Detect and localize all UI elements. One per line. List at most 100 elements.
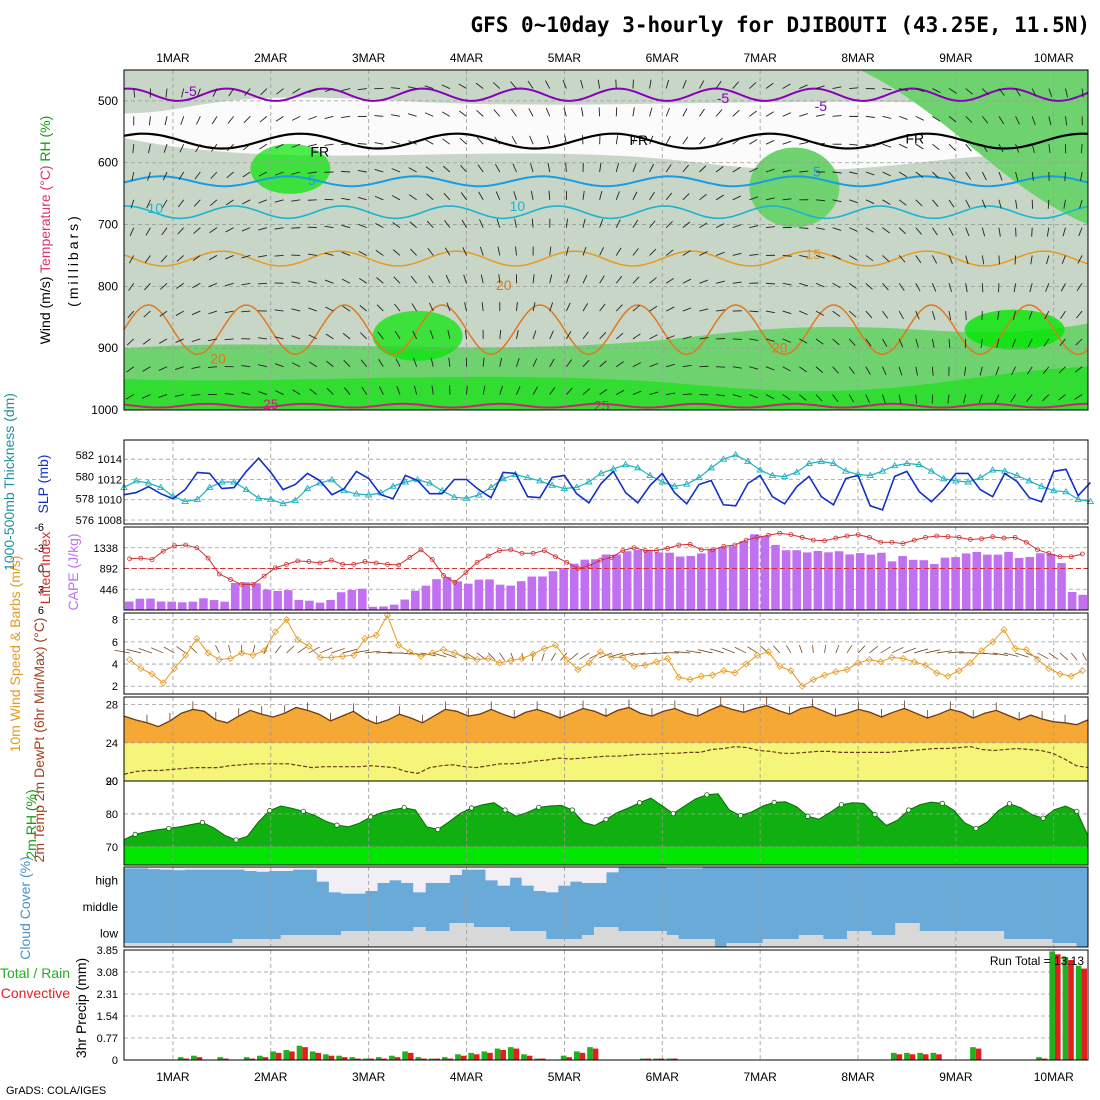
wind-barb-10m bbox=[176, 646, 186, 654]
rh-marker bbox=[132, 831, 138, 837]
wind-barb bbox=[324, 225, 334, 229]
wind-barb bbox=[898, 338, 904, 348]
wind-barb bbox=[308, 115, 317, 120]
lifted-index-marker bbox=[609, 555, 615, 560]
wind-barb bbox=[782, 83, 791, 89]
rh-cell bbox=[250, 143, 331, 194]
wind-barb bbox=[562, 80, 567, 89]
thickness-marker bbox=[242, 485, 251, 493]
wind-barb bbox=[931, 283, 937, 292]
rh-marker bbox=[468, 805, 475, 811]
wind-speed-marker bbox=[787, 667, 795, 675]
wind-barb bbox=[159, 338, 168, 344]
wind-barb bbox=[241, 227, 251, 232]
wind-barb bbox=[516, 302, 518, 312]
cloud-tick-label: low bbox=[100, 927, 118, 941]
wind-speed-marker bbox=[832, 668, 840, 676]
date-label-top: 8MAR bbox=[841, 51, 875, 65]
lifted-index-marker bbox=[541, 548, 547, 553]
wind-barb bbox=[445, 274, 451, 284]
wind-barb bbox=[164, 116, 168, 126]
wind-barb bbox=[682, 393, 692, 395]
lifted-index-marker bbox=[788, 532, 794, 538]
wind-barb bbox=[378, 358, 384, 367]
wind-barb bbox=[390, 87, 401, 89]
precip-convective-bar bbox=[672, 1058, 678, 1060]
wind-barb-10m bbox=[320, 647, 333, 654]
wind-barb bbox=[228, 88, 234, 97]
thickness-marker bbox=[903, 459, 911, 466]
lifted-index-marker bbox=[878, 539, 884, 545]
wind-barb-10m bbox=[846, 645, 853, 654]
wind-barb bbox=[799, 282, 809, 287]
wind-barb bbox=[948, 116, 957, 123]
wind-barb bbox=[782, 112, 792, 117]
wind-barb bbox=[341, 115, 351, 119]
precip-total-bar bbox=[362, 1058, 369, 1060]
wind-barb bbox=[964, 366, 967, 376]
precip-convective-bar bbox=[355, 1058, 361, 1060]
lifted-index-marker bbox=[810, 537, 816, 543]
cape-bar bbox=[855, 553, 865, 610]
thickness-marker bbox=[768, 471, 777, 478]
wind-barb bbox=[996, 338, 1000, 348]
wind-barb bbox=[192, 282, 201, 289]
wind-barb bbox=[649, 107, 653, 117]
lifted-index-marker bbox=[418, 547, 424, 553]
wind-barb bbox=[549, 274, 553, 284]
wind-barb bbox=[148, 144, 151, 154]
wind-barb bbox=[360, 332, 368, 340]
pressure-tick-label: 900 bbox=[98, 341, 118, 355]
wind-barb bbox=[898, 227, 906, 235]
cloud-low-block bbox=[557, 939, 571, 947]
thickness-marker bbox=[181, 497, 189, 504]
cape-bar bbox=[665, 552, 674, 610]
cape-bar bbox=[1057, 563, 1066, 610]
wind-barb bbox=[224, 282, 234, 287]
wind-barb-10m bbox=[569, 652, 579, 661]
wind-barb bbox=[291, 281, 301, 284]
contour-freezing bbox=[123, 132, 1089, 150]
cloud-high-block bbox=[533, 867, 547, 891]
wind-speed-marker bbox=[877, 658, 885, 666]
wind-barb bbox=[815, 114, 825, 117]
wind-barb bbox=[291, 308, 301, 312]
wind-barb-10m bbox=[521, 652, 524, 661]
wind-barb bbox=[682, 193, 690, 201]
cape-bar bbox=[919, 560, 929, 610]
cape-axis-label: CAPE (J/kg) bbox=[65, 533, 81, 610]
wind-speed-marker bbox=[955, 667, 963, 675]
wind-barb bbox=[225, 199, 234, 206]
wind-barb bbox=[563, 107, 567, 117]
wind-barb bbox=[496, 218, 501, 228]
wind-barb bbox=[177, 199, 185, 208]
wind-barb bbox=[765, 111, 774, 117]
wind-barb bbox=[128, 283, 135, 291]
lifted-index-marker bbox=[1068, 554, 1074, 560]
wind-barb bbox=[815, 227, 825, 230]
date-label-bottom: 3MAR bbox=[352, 1070, 386, 1084]
thickness-tick-label: 582 bbox=[76, 450, 94, 462]
wind-barb bbox=[832, 86, 842, 89]
thickness-marker bbox=[621, 460, 630, 468]
cloud-high-block bbox=[136, 867, 149, 869]
cloud-low-block bbox=[521, 931, 535, 947]
wind-barb bbox=[732, 252, 742, 256]
precip-convective-bar bbox=[434, 1058, 440, 1060]
cape-bar bbox=[527, 576, 537, 610]
wind-barb-10m bbox=[709, 648, 724, 654]
wind-barb bbox=[582, 388, 591, 395]
top-date-axis: 1MAR 2MAR 3MAR 4MAR 5MAR 6MAR 7MAR 8MAR 9MAR 10MA… bbox=[156, 51, 1074, 65]
wind-barb bbox=[1080, 144, 1083, 154]
cloud-low-block bbox=[172, 943, 185, 947]
wind-barb bbox=[699, 108, 705, 117]
wind-barb bbox=[915, 88, 925, 93]
wind-barb bbox=[815, 338, 824, 345]
wind-barb-10m bbox=[902, 647, 916, 654]
thickness-marker bbox=[585, 478, 593, 485]
wind-barb bbox=[1045, 283, 1050, 292]
cloud-low-block bbox=[750, 943, 764, 947]
precip-convective-bar bbox=[341, 1057, 348, 1060]
wind-barb bbox=[274, 199, 284, 203]
wind-speed-marker bbox=[731, 669, 739, 677]
